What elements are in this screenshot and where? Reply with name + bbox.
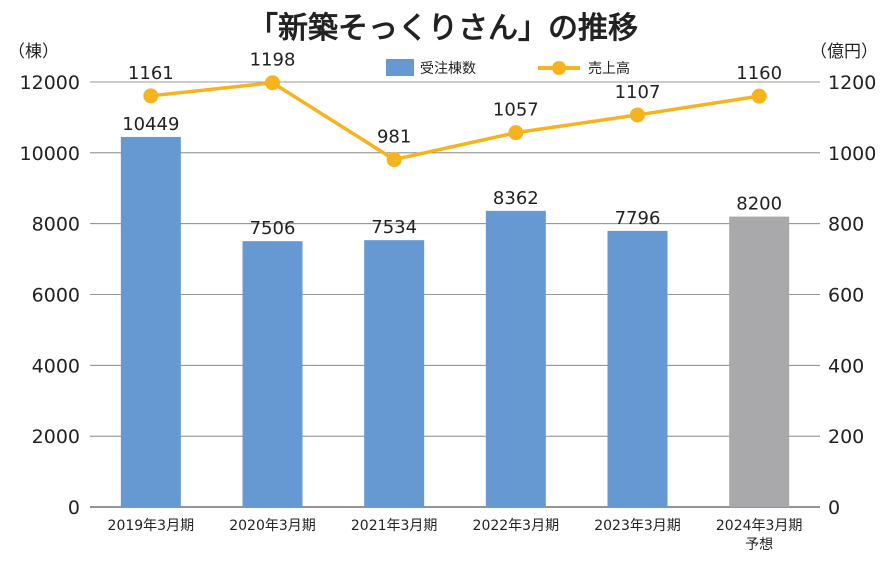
bar-labels: 10449 7506 7534 8362 7796 8200	[122, 114, 782, 239]
bar-series	[120, 136, 790, 508]
right-axis-ticks: 0 200 400 600 800 1000 1200	[828, 72, 876, 519]
sales-value-label: 1161	[128, 63, 174, 84]
sales-value-label: 1107	[615, 82, 661, 103]
legend-label-orders: 受注棟数	[420, 61, 476, 77]
x-axis-ticks: 2019年3月期 2020年3月期 2021年3月期 2022年3月期 2023年3月期…	[108, 518, 803, 553]
x-tick-label: 2022年3月期	[473, 518, 560, 534]
bar	[607, 230, 668, 507]
right-tick-label: 400	[828, 355, 864, 377]
gridlines	[90, 81, 820, 508]
left-tick-label: 10000	[20, 143, 80, 165]
bar	[364, 240, 425, 507]
bar-value-label: 7506	[250, 218, 296, 239]
bar	[485, 210, 546, 508]
left-tick-label: 0	[68, 497, 80, 519]
legend-label-sales: 売上高	[588, 60, 630, 77]
bar	[729, 216, 790, 508]
bar-value-label: 8362	[493, 188, 539, 209]
sales-value-label: 1057	[493, 100, 539, 121]
sales-value-label: 1160	[736, 63, 782, 84]
x-tick-label: 2020年3月期	[229, 518, 316, 534]
x-tick-label: 2023年3月期	[594, 518, 681, 534]
left-axis-ticks: 0 2000 4000 6000 8000 10000 12000	[20, 72, 80, 519]
right-tick-label: 800	[828, 214, 864, 236]
left-tick-label: 12000	[20, 72, 80, 94]
bar-value-label: 8200	[736, 194, 782, 215]
bar-value-label: 7796	[615, 208, 661, 229]
sales-point	[265, 75, 280, 91]
legend-marker-sales	[552, 61, 566, 75]
legend-swatch-orders	[386, 59, 414, 76]
bar-value-label: 7534	[371, 217, 417, 238]
right-tick-label: 600	[828, 285, 864, 307]
x-tick-label: 2019年3月期	[108, 518, 195, 534]
left-tick-label: 2000	[32, 426, 80, 448]
bar	[242, 241, 303, 507]
sales-value-label: 1198	[250, 50, 296, 71]
sales-value-label: 981	[377, 127, 411, 148]
sales-point	[143, 88, 159, 104]
legend: 受注棟数 売上高	[386, 59, 630, 77]
sales-point	[508, 125, 524, 141]
line-series: 1161 1198 981 1057 1107 1160	[128, 50, 782, 168]
sales-point	[751, 88, 767, 104]
right-tick-label: 200	[828, 426, 864, 448]
left-tick-label: 6000	[32, 285, 80, 307]
right-tick-label: 1000	[828, 143, 876, 165]
right-tick-label: 0	[828, 497, 840, 519]
sales-point	[386, 152, 402, 168]
sales-line	[150, 80, 760, 162]
sales-point	[630, 107, 645, 123]
right-axis-unit: （億円）	[810, 42, 878, 62]
x-tick-label: 2024年3月期	[716, 518, 803, 534]
chart-title: 「新築そっくりさん」の推移	[248, 11, 638, 46]
left-axis-unit: （棟）	[8, 42, 59, 62]
x-tick-label: 2021年3月期	[351, 518, 438, 534]
bar	[120, 136, 181, 507]
left-tick-label: 4000	[32, 355, 80, 377]
bar-value-label: 10449	[122, 114, 179, 135]
left-tick-label: 8000	[32, 214, 80, 236]
right-tick-label: 1200	[828, 72, 876, 94]
x-tick-note: 予想	[745, 537, 773, 553]
